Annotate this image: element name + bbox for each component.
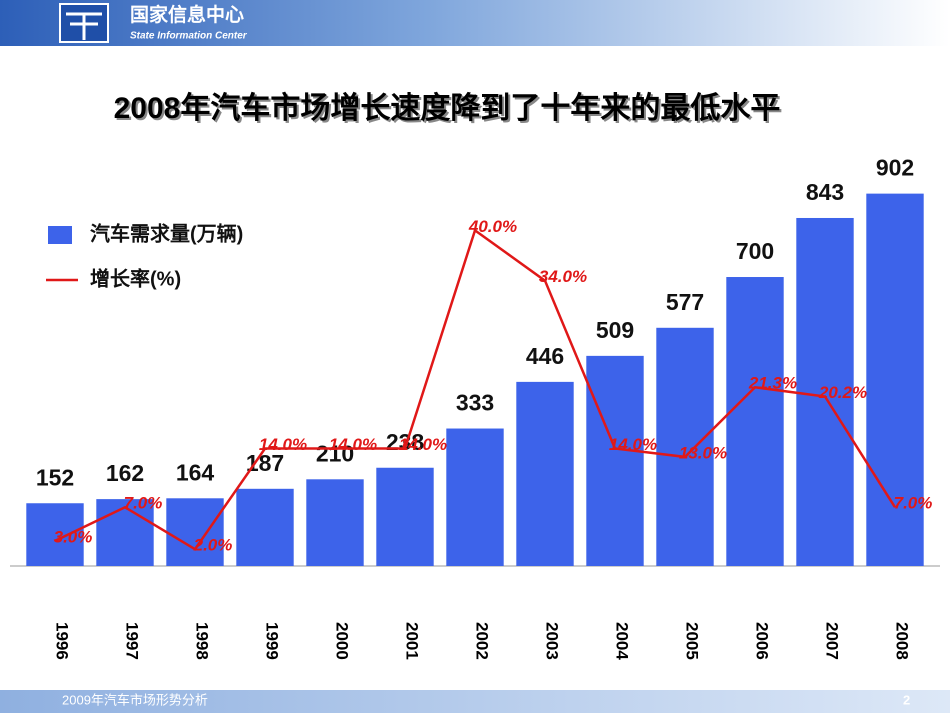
bar-value-label: 162 <box>106 460 144 486</box>
x-tick-label: 1999 <box>263 622 282 660</box>
line-value-label: 13.0% <box>679 443 727 462</box>
line-value-label: 14.0% <box>399 435 447 454</box>
x-tick-label: 2002 <box>473 622 492 660</box>
org-name-en: State Information Center <box>130 31 248 42</box>
bar-value-label: 333 <box>456 390 494 416</box>
line-value-label: 20.2% <box>818 383 867 402</box>
bar <box>376 467 434 566</box>
line-value-label: 2.0% <box>193 536 233 555</box>
bar <box>26 503 84 566</box>
x-tick-label: 2000 <box>333 622 352 660</box>
bar <box>96 499 154 566</box>
bar <box>586 355 644 566</box>
line-value-label: 7.0% <box>124 494 163 513</box>
bar <box>166 498 224 566</box>
line-value-label: 14.0% <box>329 435 377 454</box>
bar <box>656 327 714 566</box>
bar-value-label: 509 <box>596 317 634 343</box>
x-tick-label: 2007 <box>823 622 842 660</box>
title-shadow: 2008年汽车市场增长速度降到了十年来的最低水平 <box>116 93 783 127</box>
footer-bar <box>0 690 950 713</box>
org-name: 国家信息中心 <box>130 3 244 26</box>
bar-value-label: 700 <box>736 238 774 264</box>
x-tick-label: 2003 <box>543 622 562 660</box>
bar <box>236 488 294 566</box>
bar-value-label: 210 <box>316 440 354 466</box>
chart-title: 2008年汽车市场增长速度降到了十年来的最低水平 <box>114 91 781 125</box>
bar-value-label: 152 <box>36 464 74 490</box>
x-tick-label: 1996 <box>53 622 72 660</box>
page-number: 2 <box>903 692 910 707</box>
bar <box>516 381 574 566</box>
line-value-label: 40.0% <box>468 217 517 236</box>
header-bar <box>0 0 950 46</box>
bar-value-label: 577 <box>666 289 704 315</box>
bar <box>796 217 854 566</box>
line <box>54 228 897 551</box>
x-tick-label: 1997 <box>123 622 142 660</box>
legend-swatch <box>48 226 72 244</box>
bar <box>866 193 924 566</box>
legend-label: 增长率(%) <box>90 266 181 290</box>
line-value-label: 21.3% <box>748 374 797 393</box>
line-value-label: 14.0% <box>259 435 307 454</box>
line-value-label: 7.0% <box>894 494 933 513</box>
x-tick-label: 2008 <box>893 622 912 660</box>
logo-mark <box>66 12 102 40</box>
bar-value-label: 446 <box>526 343 564 369</box>
bar <box>306 479 364 566</box>
bar <box>726 277 784 566</box>
bar-value-label: 238 <box>386 429 425 455</box>
bar-value-label: 187 <box>246 450 284 476</box>
x-tick-label: 1998 <box>193 622 212 660</box>
line-value-label: 3.0% <box>54 527 93 546</box>
x-tick-label: 2006 <box>753 622 772 660</box>
bar <box>446 428 504 566</box>
legend-label: 汽车需求量(万辆) <box>90 221 243 245</box>
plot: 1996 1997 1998 1999 2000 2001 2002 2003 2004 2005… <box>26 155 933 660</box>
line-value-label: 34.0% <box>539 267 587 286</box>
bar-value-label: 843 <box>806 179 844 205</box>
x-tick-label: 2004 <box>613 622 632 660</box>
bar-value-label: 164 <box>176 459 215 485</box>
line-value-label: 14.0% <box>609 435 657 454</box>
x-tick-label: 2005 <box>683 622 702 660</box>
x-tick-label: 2001 <box>403 622 422 660</box>
footer-text: 2009年汽车市场形势分析 <box>62 692 208 707</box>
bar-value-label: 902 <box>876 155 914 181</box>
